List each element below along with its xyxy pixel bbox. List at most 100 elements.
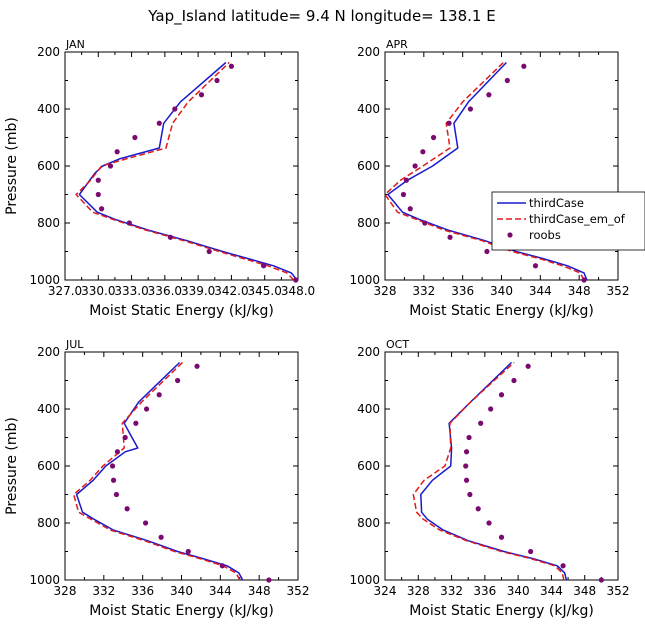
y-tick-label: 1000 bbox=[29, 573, 60, 587]
plot-frame bbox=[64, 51, 299, 281]
roobs-point bbox=[266, 577, 272, 583]
roobs-point bbox=[504, 77, 510, 84]
x-tick-label: 340 bbox=[170, 584, 193, 598]
roobs-point bbox=[133, 420, 139, 426]
roobs-point bbox=[475, 506, 481, 512]
roobs-point bbox=[403, 177, 409, 183]
roobs-point bbox=[113, 491, 120, 498]
roobs-point bbox=[126, 220, 132, 226]
roobs-point bbox=[486, 520, 492, 526]
y-tick-label: 800 bbox=[357, 516, 380, 530]
roobs-point bbox=[447, 234, 453, 240]
roobs-point bbox=[486, 92, 492, 98]
roobs-point bbox=[478, 420, 484, 426]
x-tick-label: 348 bbox=[248, 584, 271, 598]
legend-box bbox=[491, 191, 645, 251]
roobs-point bbox=[446, 120, 452, 126]
x-tick-label: 327.0 bbox=[48, 284, 82, 298]
roobs-point bbox=[110, 477, 117, 483]
roobs-point bbox=[132, 134, 138, 141]
roobs-point bbox=[488, 406, 494, 412]
roobs-point bbox=[463, 463, 469, 469]
x-tick-label: 348.0 bbox=[281, 284, 315, 298]
y-tick-label: 800 bbox=[357, 216, 380, 230]
panel-label: JAN bbox=[65, 38, 85, 51]
roobs-point bbox=[463, 449, 470, 455]
panel-label: JUL bbox=[65, 338, 84, 351]
roobs-point bbox=[114, 149, 120, 155]
series-line-thirdcase bbox=[420, 361, 568, 581]
roobs-point bbox=[156, 120, 162, 126]
roobs-point bbox=[422, 220, 428, 226]
roobs-point bbox=[560, 563, 566, 569]
roobs-point bbox=[172, 106, 178, 112]
y-tick-label: 200 bbox=[37, 45, 60, 59]
x-tick-label: 345.0 bbox=[248, 284, 282, 298]
roobs-point bbox=[400, 191, 407, 198]
x-tick-label: 336 bbox=[131, 584, 154, 598]
roobs-point bbox=[261, 263, 267, 269]
roobs-point bbox=[175, 377, 181, 384]
roobs-point bbox=[124, 506, 130, 512]
x-tick-label: 332 bbox=[92, 584, 115, 598]
y-tick-label: 1000 bbox=[29, 273, 60, 287]
y-tick-label: 400 bbox=[357, 102, 380, 116]
x-tick-label: 336 bbox=[473, 584, 496, 598]
roobs-point bbox=[228, 63, 235, 69]
roobs-point bbox=[412, 163, 418, 169]
y-tick-label: 800 bbox=[37, 216, 60, 230]
panel-label: APR bbox=[386, 38, 408, 51]
y-tick-label: 600 bbox=[37, 459, 60, 473]
y-tick-label: 1000 bbox=[349, 273, 380, 287]
roobs-point bbox=[107, 163, 114, 169]
x-tick-label: 328 bbox=[407, 584, 430, 598]
roobs-point bbox=[498, 534, 505, 540]
roobs-point bbox=[198, 92, 205, 98]
y-axis-label: Pressure (mb) bbox=[4, 417, 20, 515]
x-tick-label: 340 bbox=[507, 584, 530, 598]
roobs-point bbox=[293, 277, 299, 283]
legend-label: roobs bbox=[529, 228, 561, 242]
y-tick-label: 400 bbox=[357, 402, 380, 416]
x-tick-label: 344 bbox=[540, 584, 563, 598]
roobs-point bbox=[206, 248, 212, 255]
y-tick-label: 400 bbox=[37, 102, 60, 116]
y-tick-label: 200 bbox=[357, 45, 380, 59]
roobs-point bbox=[581, 277, 587, 283]
roobs-point bbox=[532, 263, 539, 269]
roobs-point bbox=[109, 463, 116, 469]
y-axis-label: Pressure (mb) bbox=[4, 117, 20, 215]
roobs-point bbox=[143, 406, 150, 412]
x-tick-label: 352 bbox=[287, 584, 310, 598]
roobs-point bbox=[420, 149, 426, 155]
series-line-thirdcase-em-of bbox=[384, 61, 585, 281]
x-tick-label: 352 bbox=[607, 284, 630, 298]
roobs-point bbox=[194, 363, 200, 369]
x-tick-label: 330.0 bbox=[81, 284, 115, 298]
roobs-point bbox=[521, 63, 527, 69]
y-tick-label: 1000 bbox=[349, 573, 380, 587]
x-tick-label: 328 bbox=[54, 584, 77, 598]
x-tick-label: 328 bbox=[374, 284, 397, 298]
x-tick-label: 339.0 bbox=[181, 284, 215, 298]
y-tick-label: 600 bbox=[357, 159, 380, 173]
panel-jan: JAN2004006008001000327.0330.0333.0336.03… bbox=[4, 38, 315, 319]
roobs-point bbox=[598, 577, 604, 583]
roobs-point bbox=[99, 206, 105, 212]
roobs-point bbox=[407, 206, 413, 212]
legend-marker bbox=[507, 232, 513, 238]
series-line-thirdcase-em-of bbox=[75, 61, 295, 281]
roobs-point bbox=[466, 434, 472, 441]
roobs-point bbox=[185, 548, 191, 555]
legend-label: thirdCase_em_of bbox=[529, 212, 626, 226]
roobs-point bbox=[511, 377, 517, 384]
x-tick-label: 336.0 bbox=[148, 284, 182, 298]
roobs-point bbox=[219, 563, 225, 569]
y-tick-label: 200 bbox=[37, 345, 60, 359]
series-line-thirdcase-em-of bbox=[412, 361, 565, 581]
